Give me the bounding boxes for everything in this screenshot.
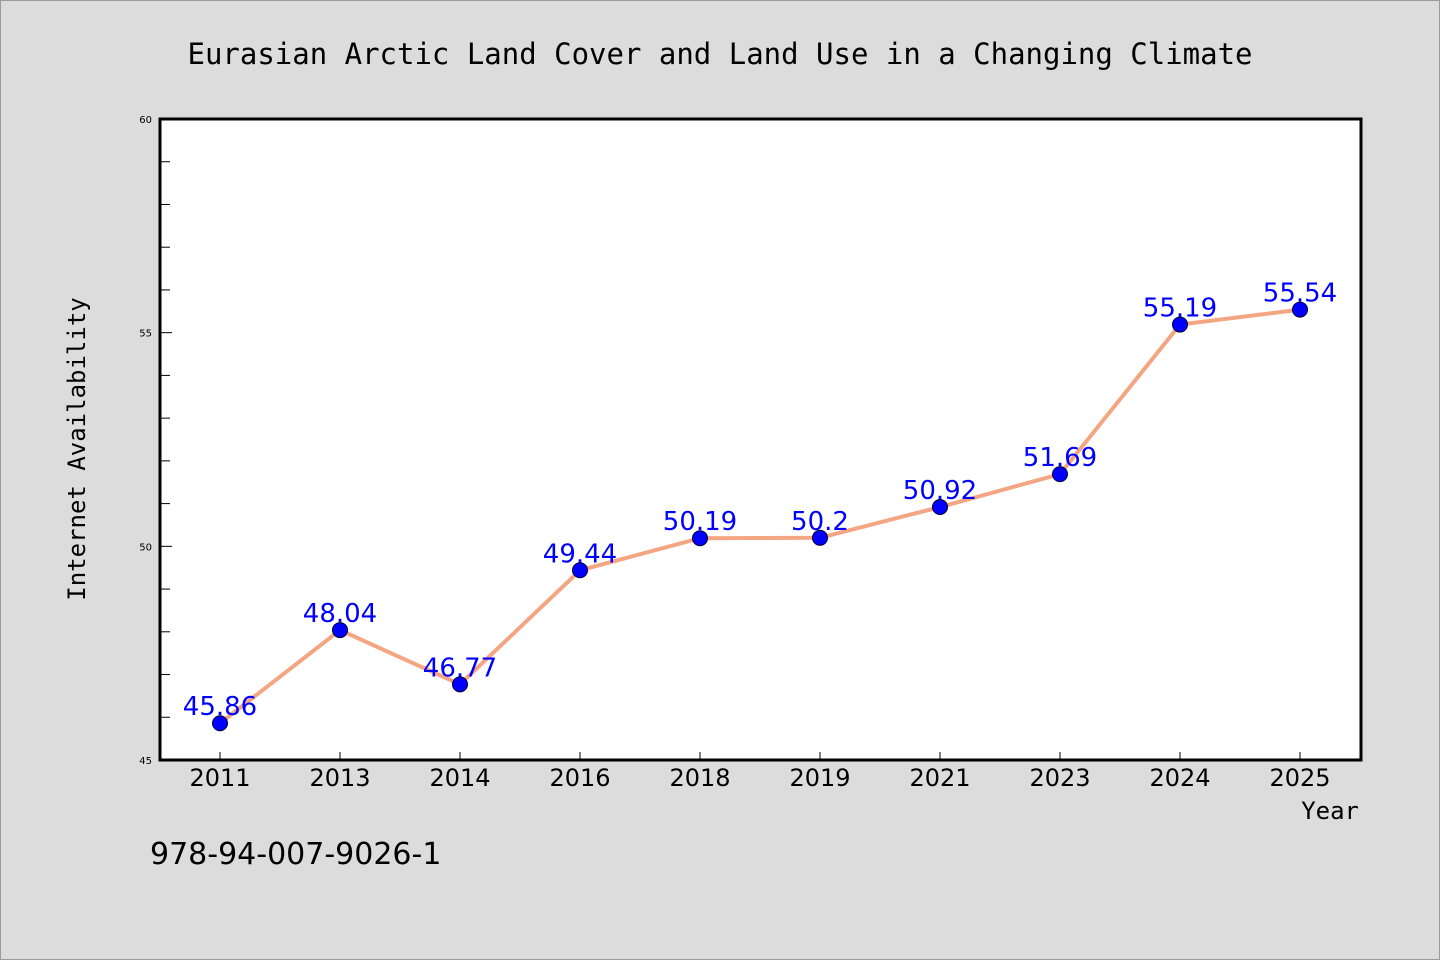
data-label: 55.54 bbox=[1263, 279, 1337, 309]
data-label: 49.44 bbox=[543, 539, 617, 569]
y-tick-label: 55 bbox=[139, 329, 152, 340]
data-label: 55.19 bbox=[1143, 294, 1217, 324]
y-tick-label: 50 bbox=[139, 542, 152, 553]
data-point bbox=[452, 676, 468, 693]
data-point bbox=[1052, 466, 1068, 483]
x-tick-label: 2021 bbox=[909, 764, 970, 792]
x-tick-label: 2024 bbox=[1149, 764, 1210, 792]
x-tick-label: 2016 bbox=[549, 764, 610, 792]
y-tick-label: 45 bbox=[139, 756, 152, 767]
x-tick-label: 2011 bbox=[189, 764, 250, 792]
y-axis-ticks: 45 50 55 60 bbox=[139, 115, 172, 767]
x-tick-label: 2019 bbox=[789, 764, 850, 792]
data-label: 50.92 bbox=[903, 476, 977, 506]
y-tick-label: 60 bbox=[139, 115, 152, 126]
data-point bbox=[212, 715, 228, 732]
data-label: 51.69 bbox=[1023, 443, 1097, 473]
data-label: 48.04 bbox=[303, 599, 377, 629]
data-point bbox=[332, 622, 348, 639]
x-tick-label: 2025 bbox=[1269, 764, 1330, 792]
x-tick-label: 2023 bbox=[1029, 764, 1090, 792]
data-point bbox=[1292, 301, 1308, 318]
plot-area bbox=[158, 117, 1363, 762]
data-label: 46.77 bbox=[423, 653, 497, 683]
y-axis-label: Internet Availability bbox=[63, 297, 91, 600]
chart-title: Eurasian Arctic Land Cover and Land Use … bbox=[187, 37, 1252, 71]
data-label: 45.86 bbox=[183, 692, 257, 722]
x-tick-label: 2014 bbox=[429, 764, 490, 792]
isbn-text: 978-94-007-9026-1 bbox=[150, 837, 441, 872]
data-label: 50.2 bbox=[791, 507, 849, 537]
data-point bbox=[1172, 316, 1188, 333]
x-tick-label: 2013 bbox=[309, 764, 370, 792]
data-point bbox=[932, 499, 948, 516]
x-axis-ticks: 2011 2013 2014 2016 2018 2019 2021 2023 2024 2025 bbox=[189, 752, 1331, 792]
series-group: 45.86 48.04 46.77 49.44 50.19 50.2 50.92 51.69 5… bbox=[183, 279, 1337, 732]
series-line bbox=[218, 307, 1301, 725]
x-axis-label: Year bbox=[1301, 797, 1359, 825]
x-tick-label: 2018 bbox=[669, 764, 730, 792]
data-point bbox=[572, 562, 588, 579]
data-label: 50.19 bbox=[663, 507, 737, 537]
data-point bbox=[692, 530, 708, 547]
data-point bbox=[812, 529, 828, 546]
